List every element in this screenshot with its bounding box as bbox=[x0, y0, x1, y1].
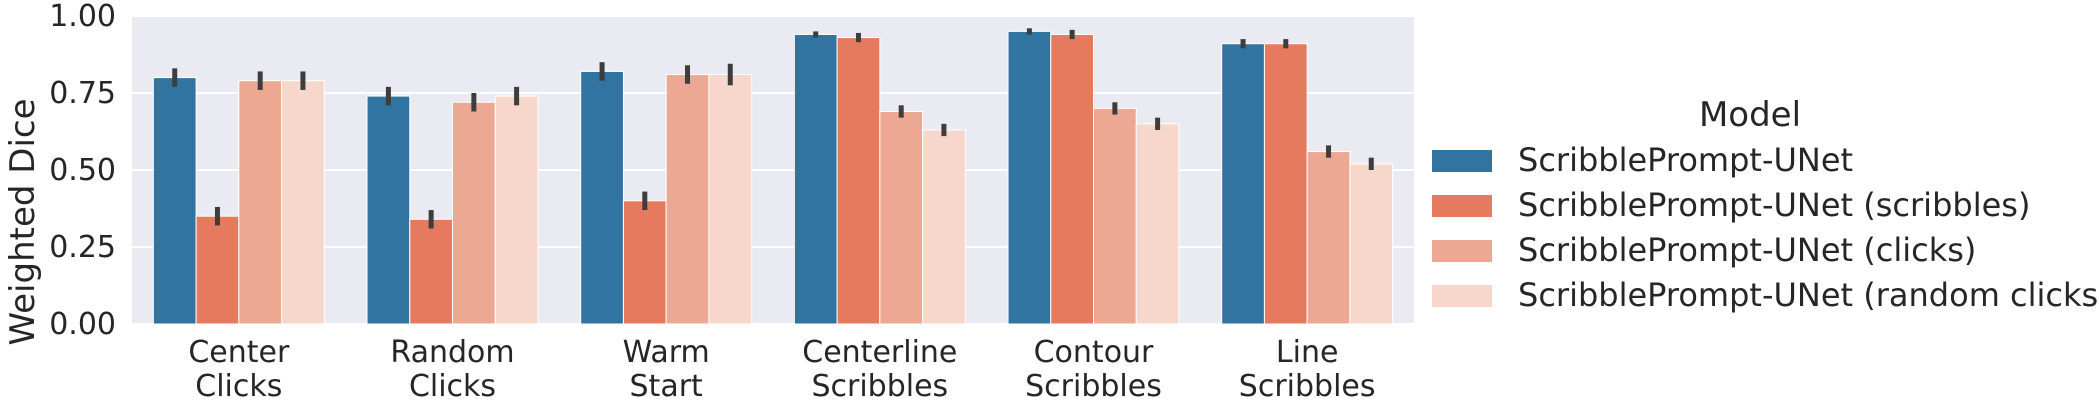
legend-swatch bbox=[1432, 150, 1492, 172]
y-axis-label: Weighted Dice bbox=[3, 99, 43, 346]
bar bbox=[1135, 123, 1180, 325]
legend-label: ScribblePrompt-UNet (random clicks) bbox=[1518, 276, 2099, 314]
grid-lines bbox=[132, 15, 1414, 325]
legend-title: Model bbox=[1699, 95, 1801, 135]
error-bars bbox=[172, 28, 1374, 229]
x-tick-label: Contour Scribbles bbox=[1025, 335, 1162, 404]
bar bbox=[1263, 43, 1308, 325]
bar bbox=[195, 215, 240, 325]
bar bbox=[409, 218, 453, 325]
x-tick-label: Random Clicks bbox=[390, 335, 514, 404]
bar bbox=[793, 33, 838, 325]
bar bbox=[452, 101, 496, 325]
legend-label: ScribblePrompt-UNet (scribbles) bbox=[1518, 186, 2030, 224]
bar bbox=[1221, 43, 1265, 325]
y-tick-label: 1.00 bbox=[49, 0, 116, 34]
bar bbox=[1093, 107, 1137, 325]
legend-swatch bbox=[1432, 240, 1492, 262]
legend-swatch bbox=[1432, 285, 1492, 307]
bar bbox=[366, 95, 411, 325]
x-tick-label: Centerline Scribbles bbox=[802, 335, 957, 404]
bar bbox=[922, 129, 966, 325]
bar bbox=[281, 80, 325, 325]
bar bbox=[1349, 163, 1394, 325]
bar bbox=[494, 95, 539, 325]
legend-swatch bbox=[1432, 195, 1492, 217]
x-tick-label: Warm Start bbox=[623, 335, 710, 404]
bar bbox=[152, 77, 197, 325]
y-tick-label: 0.00 bbox=[49, 307, 116, 342]
legend-label: ScribblePrompt-UNet (clicks) bbox=[1518, 231, 1976, 269]
y-tick-label: 0.25 bbox=[49, 230, 116, 265]
bar bbox=[1306, 151, 1351, 325]
bar bbox=[580, 70, 624, 325]
y-tick-label: 0.50 bbox=[49, 153, 116, 188]
legend: Model ScribblePrompt-UNet ScribblePrompt-… bbox=[1432, 95, 2099, 314]
bar bbox=[879, 110, 924, 325]
bar bbox=[836, 37, 881, 325]
bar bbox=[665, 74, 710, 325]
bars bbox=[152, 30, 1394, 325]
bar bbox=[238, 80, 283, 325]
x-tick-label: Line Scribbles bbox=[1239, 335, 1376, 404]
y-tick-label: 0.75 bbox=[49, 76, 116, 111]
bar bbox=[708, 74, 753, 325]
x-tick-label: Center Clicks bbox=[188, 335, 290, 404]
bar bbox=[1050, 33, 1095, 325]
bar bbox=[1007, 30, 1052, 325]
y-axis-ticks: 0.00 0.25 0.50 0.75 1.00 bbox=[49, 0, 116, 342]
bar bbox=[622, 200, 667, 325]
x-axis-ticks: Center Clicks Random Clicks Warm Start Centerl… bbox=[188, 335, 1375, 404]
legend-label: ScribblePrompt-UNet bbox=[1518, 141, 1853, 179]
